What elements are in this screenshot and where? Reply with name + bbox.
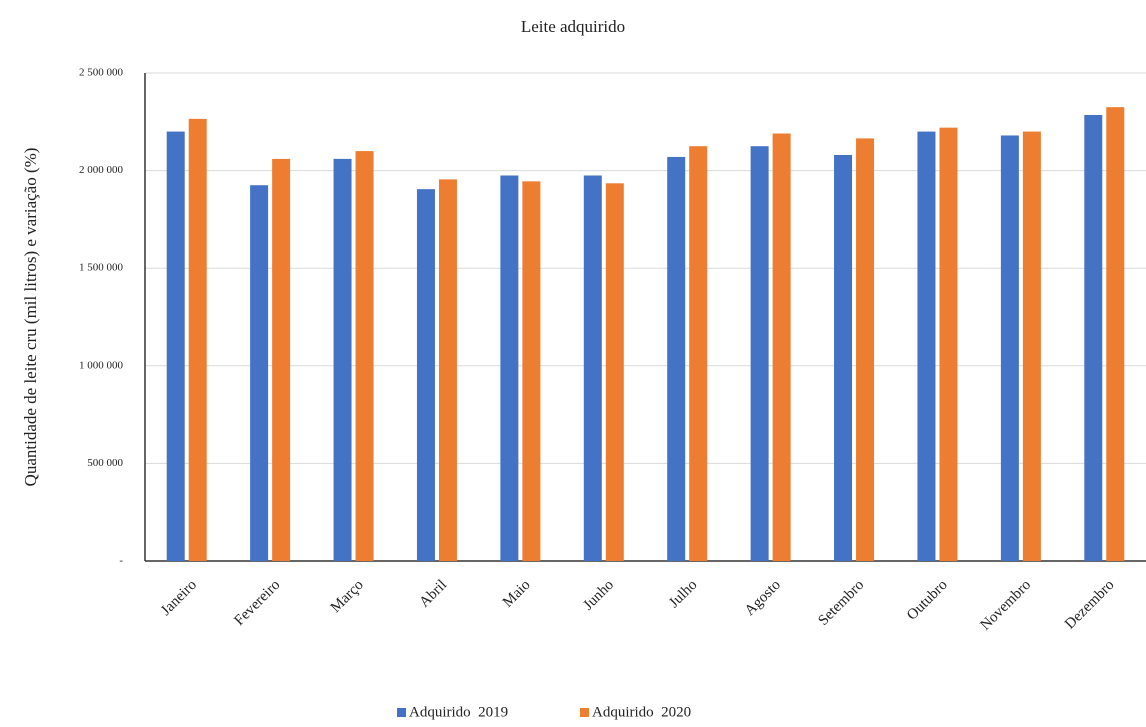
- bar: [272, 158, 291, 561]
- bar: [1084, 114, 1103, 561]
- chart-title: Leite adquirido: [521, 17, 625, 36]
- bar: [583, 175, 602, 562]
- x-tick-label: Novembro: [977, 577, 1034, 634]
- bar: [750, 146, 769, 561]
- x-tick-label: Fevereiro: [231, 577, 283, 629]
- bar: [667, 156, 686, 561]
- bar: [522, 181, 541, 561]
- bar: [1106, 107, 1125, 561]
- x-tick-label: Janeiro: [158, 577, 200, 619]
- bar: [188, 118, 207, 561]
- bar: [772, 133, 791, 561]
- y-tick-label: -: [119, 555, 123, 567]
- bar: [438, 179, 457, 561]
- legend-swatch: [580, 708, 589, 717]
- x-tick-label: Maio: [500, 577, 534, 611]
- y-tick-label: 500 000: [87, 457, 123, 469]
- bar: [250, 185, 269, 562]
- bar: [689, 146, 708, 561]
- legend-swatch: [397, 708, 406, 717]
- bar: [856, 138, 875, 561]
- x-tick-label: Março: [328, 577, 367, 616]
- x-tick-label: Dezembro: [1062, 577, 1117, 632]
- x-tick-label: Outubro: [904, 577, 951, 624]
- bar: [416, 189, 435, 562]
- x-tick-label: Abril: [417, 577, 451, 611]
- legend-label: Adquirido 2019: [409, 704, 508, 720]
- y-tick-label: 1 000 000: [79, 359, 124, 371]
- x-tick-label: Agosto: [742, 577, 784, 619]
- x-tick-label: Julho: [666, 577, 700, 611]
- bar: [917, 131, 936, 561]
- x-tick-label: Junho: [580, 577, 617, 614]
- bar: [834, 154, 853, 561]
- bar: [500, 175, 519, 562]
- bar: [166, 131, 185, 561]
- x-tick-label: Setembro: [815, 577, 867, 629]
- bar: [1022, 131, 1041, 561]
- y-tick-label: 2 000 000: [79, 164, 124, 176]
- bar: [605, 183, 624, 561]
- bar: [1000, 135, 1019, 562]
- bar: [939, 127, 958, 561]
- y-tick-label: 1 500 000: [79, 262, 124, 274]
- legend-label: Adquirido 2020: [592, 704, 691, 720]
- bar: [333, 158, 352, 561]
- y-axis-label: Quantidade de leite cru (mil litros) e v…: [21, 148, 40, 487]
- bar: [355, 151, 374, 561]
- y-tick-label: 2 500 000: [79, 67, 124, 79]
